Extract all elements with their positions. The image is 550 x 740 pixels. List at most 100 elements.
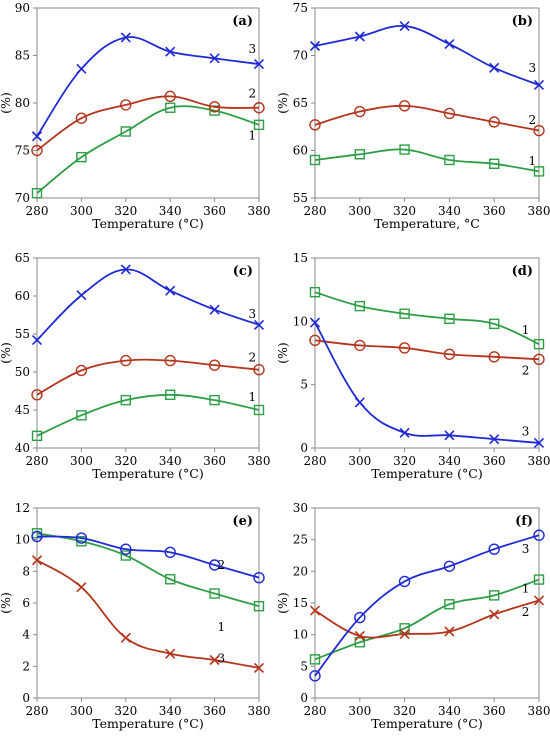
data-point	[120, 543, 132, 555]
data-point	[120, 32, 131, 43]
data-point	[253, 102, 265, 114]
series-line	[314, 599, 540, 639]
data-point	[209, 654, 220, 666]
series-line	[36, 36, 260, 137]
y-tick-label: 5	[300, 659, 308, 673]
data-point	[533, 124, 545, 137]
y-tick-label: 80	[15, 96, 30, 110]
series-label: 3	[522, 425, 530, 439]
y-tick-label: 60	[293, 144, 308, 158]
series-1: 1	[31, 389, 265, 442]
plot-frame	[314, 257, 540, 449]
data-point	[488, 543, 500, 555]
y-tick-label: 70	[293, 49, 308, 63]
data-point	[399, 623, 410, 634]
data-point	[75, 532, 88, 544]
chart-panel-2: 280 300 320 340 360 380 40 45 50 55 60 65 Temperatur…	[0, 251, 270, 481]
y-tick-label: 60	[15, 289, 30, 303]
series-3: 3	[31, 264, 265, 346]
y-tick-label: 0	[300, 441, 308, 455]
data-point	[354, 611, 366, 624]
series-line	[36, 393, 260, 437]
panel-label: (c)	[233, 264, 253, 279]
x-tick-label: 380	[248, 204, 271, 218]
data-point	[31, 555, 43, 566]
y-tick-label: 75	[15, 144, 30, 158]
y-tick-label: 0	[300, 691, 308, 705]
series-1: 1	[309, 144, 545, 177]
data-point	[76, 290, 87, 301]
y-axis-label: (%)	[275, 92, 290, 114]
y-tick-label: 40	[15, 441, 30, 455]
panel-label: (a)	[232, 14, 253, 29]
data-point	[309, 605, 321, 616]
y-axis-label: (%)	[0, 92, 13, 114]
x-axis-label: Temperature (°C)	[371, 716, 482, 731]
series-line	[314, 339, 540, 361]
data-point	[253, 600, 265, 612]
x-tick-label: 280	[304, 204, 327, 218]
data-point	[165, 46, 176, 57]
data-point	[399, 427, 410, 438]
data-point	[209, 304, 220, 315]
data-point	[31, 131, 43, 142]
data-point	[488, 351, 500, 363]
data-point	[533, 574, 545, 585]
data-point	[31, 335, 43, 346]
series-line	[36, 358, 260, 396]
x-tick-label: 280	[26, 204, 49, 218]
data-point	[76, 63, 87, 74]
data-point	[253, 58, 265, 70]
data-point	[533, 529, 545, 541]
series-3: 3	[309, 529, 545, 682]
data-point	[164, 90, 176, 103]
y-tick-label: 65	[15, 251, 30, 265]
data-point	[354, 339, 366, 352]
data-point	[489, 590, 500, 601]
x-axis-label: Temperature, °C	[374, 216, 480, 231]
data-point	[164, 389, 176, 400]
data-point	[398, 342, 411, 354]
series-line	[36, 105, 260, 194]
x-tick-label: 340	[159, 204, 182, 218]
data-point	[165, 648, 176, 659]
data-point	[443, 560, 456, 572]
panel-label: (b)	[512, 14, 533, 29]
data-point	[120, 99, 132, 111]
x-tick-label: 340	[159, 454, 182, 468]
data-point	[489, 609, 500, 620]
x-tick-label: 360	[483, 454, 506, 468]
series-label: 3	[217, 651, 225, 665]
series-line	[314, 104, 540, 132]
series-1: 1	[31, 102, 265, 199]
x-tick-label: 380	[528, 704, 550, 718]
data-point	[76, 582, 87, 593]
x-tick-label: 360	[203, 454, 226, 468]
plot-frame	[36, 257, 260, 449]
series-2: 2	[309, 595, 545, 641]
data-point	[208, 559, 221, 571]
x-tick-label: 360	[483, 204, 506, 218]
y-axis-label: (%)	[0, 342, 13, 364]
panel-label: (f)	[515, 514, 533, 529]
series-label: 3	[249, 307, 257, 321]
data-point	[489, 62, 500, 73]
series-2: 2	[309, 100, 545, 137]
series-label: 2	[522, 605, 530, 619]
data-point	[120, 550, 132, 561]
data-point	[399, 144, 410, 155]
series-line	[314, 148, 540, 173]
data-point	[444, 626, 455, 637]
series-label: 2	[217, 558, 225, 572]
x-tick-label: 340	[438, 204, 461, 218]
data-point	[354, 31, 365, 42]
x-tick-label: 280	[26, 704, 49, 718]
data-point	[309, 287, 321, 298]
data-point	[309, 670, 321, 682]
x-axis-label: Temperature (°C)	[92, 716, 203, 731]
data-point	[76, 151, 87, 163]
x-tick-label: 380	[248, 454, 271, 468]
x-tick-label: 320	[393, 454, 416, 468]
data-point	[399, 20, 410, 32]
